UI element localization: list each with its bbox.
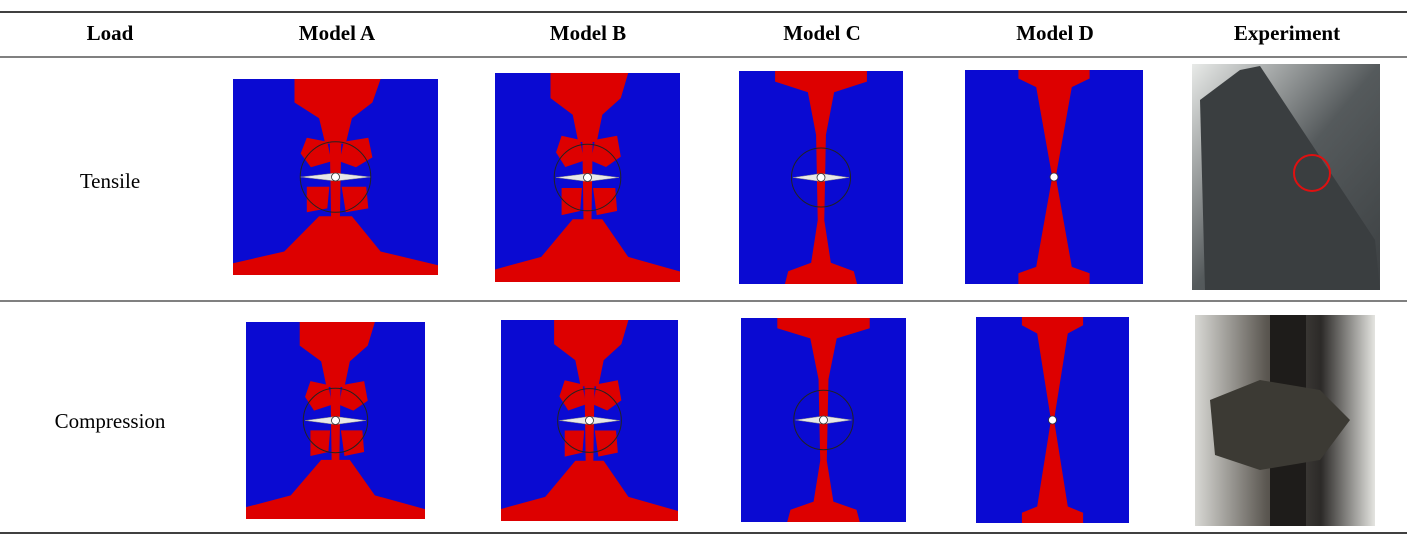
header-cell: Experiment [1234,21,1340,45]
page: Load Model A Model B Model C Model D Exp… [0,0,1407,536]
hole [1049,416,1057,424]
header-cell: Load [87,21,134,45]
hole [332,417,340,425]
header-cell: Model A [299,21,376,45]
header-cell: Model B [550,21,626,45]
panels [233,64,1380,526]
hole [1050,173,1058,181]
table: Load Model A Model B Model C Model D Exp… [0,0,1407,536]
damage-region [342,187,369,212]
damage-region [595,431,618,457]
hole [817,174,825,182]
hole [332,173,340,181]
header-cell: Model C [783,21,861,45]
damage-region [341,430,364,456]
hole [586,417,594,425]
row-label: Compression [55,409,166,433]
hole [820,416,828,424]
hole [584,174,592,182]
header-cell: Model D [1016,21,1094,45]
damage-region [307,187,330,212]
damage-region [593,188,617,215]
row-label: Tensile [80,169,140,193]
